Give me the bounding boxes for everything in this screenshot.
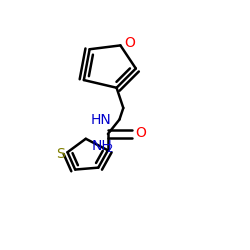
Text: 2: 2: [106, 144, 112, 154]
Text: HN: HN: [91, 112, 112, 126]
Text: NH: NH: [92, 140, 112, 153]
Text: O: O: [124, 36, 135, 51]
Text: S: S: [56, 147, 64, 161]
Text: O: O: [135, 126, 146, 140]
